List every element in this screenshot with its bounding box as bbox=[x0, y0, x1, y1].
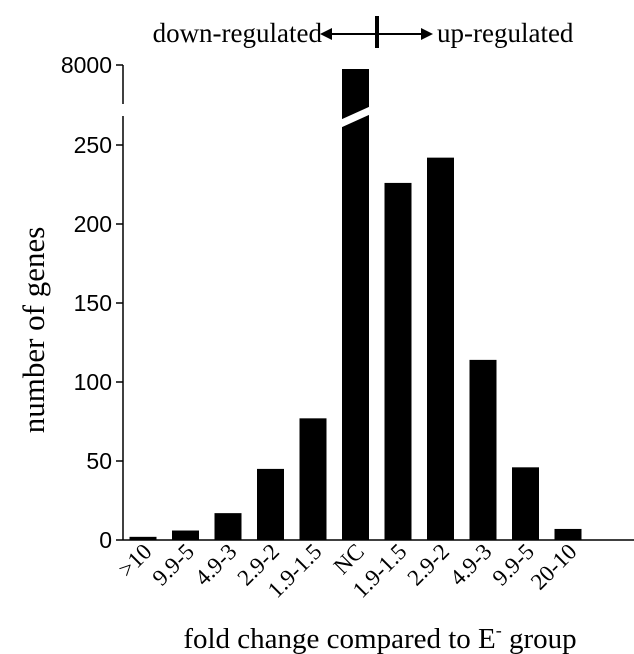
y-tick-label-upper: 8000 bbox=[61, 52, 112, 78]
down-arrow-head bbox=[320, 28, 332, 40]
x-tick-label: 9.9-5 bbox=[147, 539, 199, 591]
x-tick-label: 2.9-2 bbox=[402, 539, 454, 591]
bar-axis-break bbox=[340, 106, 371, 128]
regulation-annotation: down-regulated up-regulated bbox=[153, 16, 574, 48]
x-tick-labels: >109.9-54.9-32.9-21.9-1.5 NC1.9-1.52.9-24… bbox=[113, 539, 581, 603]
y-tick-label: 200 bbox=[74, 211, 112, 237]
x-tick-label: 4.9-3 bbox=[445, 539, 497, 591]
y-tick-label: 250 bbox=[74, 132, 112, 158]
bar bbox=[129, 536, 157, 540]
bars bbox=[129, 69, 582, 541]
up-arrow-head bbox=[421, 28, 433, 40]
bar bbox=[342, 69, 369, 540]
up-regulated-label: up-regulated bbox=[437, 18, 574, 48]
y-tick-label: 100 bbox=[74, 369, 112, 395]
x-axis-title: fold change compared to E- group bbox=[183, 620, 576, 654]
bar bbox=[427, 157, 454, 540]
bar bbox=[299, 418, 327, 540]
bar bbox=[512, 467, 539, 540]
bar bbox=[214, 513, 242, 540]
y-tick-label: 150 bbox=[74, 290, 112, 316]
x-axis-title-main: fold change compared to E bbox=[183, 623, 495, 654]
bar bbox=[257, 468, 284, 540]
y-tick-label: 0 bbox=[99, 527, 112, 553]
down-regulated-label: down-regulated bbox=[153, 18, 323, 48]
bar bbox=[172, 530, 199, 540]
x-tick-label: 4.9-3 bbox=[190, 539, 242, 591]
y-ticks: 0 50 100 150 200 250 8000 bbox=[61, 52, 123, 553]
axes: 0 50 100 150 200 250 8000 bbox=[61, 52, 634, 553]
bar bbox=[469, 359, 497, 540]
x-axis-title-superscript: - bbox=[496, 620, 502, 640]
y-axis-title: number of genes bbox=[16, 227, 51, 434]
bar bbox=[384, 182, 412, 541]
bar bbox=[554, 528, 582, 540]
x-tick-label: 20-10 bbox=[526, 539, 582, 595]
y-tick-label: 50 bbox=[86, 448, 112, 474]
x-axis-title-suffix: group bbox=[502, 623, 577, 654]
